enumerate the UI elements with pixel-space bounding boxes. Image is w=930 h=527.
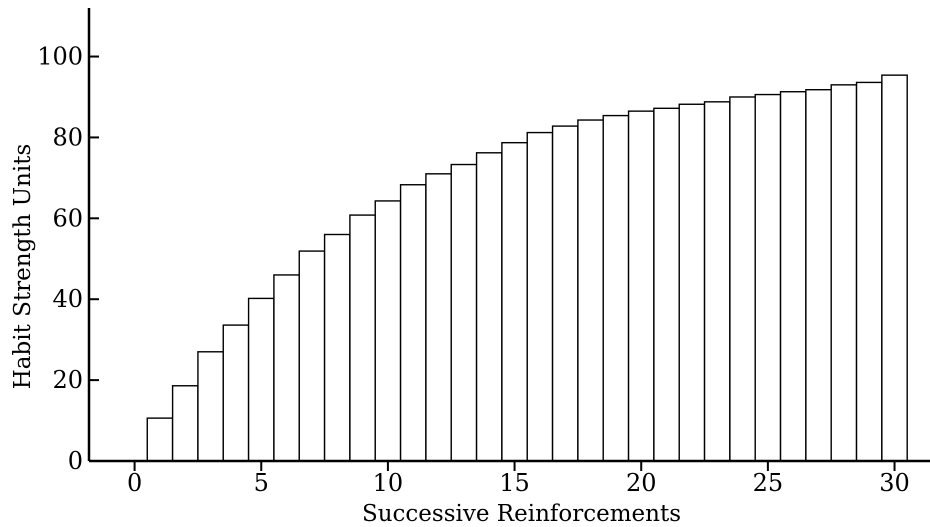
- x-tick-label-0: 0: [127, 469, 142, 497]
- bar-21: [653, 107, 680, 462]
- bar-1: [146, 417, 174, 462]
- bar-26: [779, 91, 807, 462]
- y-tick-label-0: 0: [68, 447, 83, 475]
- y-tick-label-80: 80: [52, 123, 83, 151]
- bar-5: [247, 297, 275, 462]
- x-tick-label-30: 30: [879, 469, 910, 497]
- x-axis-ticks: 0 5 10 15 20 25 30: [127, 461, 910, 497]
- bar-20: [627, 110, 655, 462]
- bar-15: [501, 141, 528, 462]
- bar-16: [526, 131, 554, 462]
- bar-25: [754, 93, 782, 462]
- bar-17: [551, 125, 579, 462]
- bars-group: [146, 74, 908, 462]
- bar-10: [374, 200, 402, 462]
- bar-9: [349, 214, 376, 462]
- bar-3: [197, 351, 224, 462]
- bar-18: [577, 119, 604, 462]
- bar-12: [425, 173, 452, 462]
- bar-23: [703, 101, 731, 462]
- y-tick-label-20: 20: [52, 366, 83, 394]
- x-tick-label-20: 20: [626, 469, 657, 497]
- y-tick-label-40: 40: [52, 285, 83, 313]
- bar-14: [475, 152, 503, 462]
- bar-22: [678, 103, 706, 462]
- y-tick-label-100: 100: [37, 43, 83, 71]
- x-tick-label-10: 10: [373, 469, 404, 497]
- bar-7: [298, 250, 326, 462]
- bar-30: [881, 74, 908, 462]
- bar-28: [830, 84, 858, 462]
- y-axis-ticks: 0 20 40 60 80 100: [37, 43, 99, 475]
- bar-13: [450, 163, 478, 462]
- bar-11: [399, 184, 427, 462]
- x-tick-label-5: 5: [254, 469, 269, 497]
- bar-19: [602, 114, 630, 462]
- y-tick-label-60: 60: [52, 204, 83, 232]
- bar-6: [273, 274, 300, 462]
- bar-4: [222, 324, 250, 462]
- x-tick-label-15: 15: [499, 469, 530, 497]
- y-axis-label: Habit Strength Units: [10, 144, 36, 390]
- bar-27: [805, 89, 832, 462]
- x-tick-label-25: 25: [753, 469, 784, 497]
- bar-29: [855, 81, 883, 462]
- bar-2: [171, 385, 199, 462]
- bar-24: [729, 96, 756, 462]
- x-axis-label: Successive Reinforcements: [362, 501, 681, 527]
- bar-8: [323, 233, 351, 462]
